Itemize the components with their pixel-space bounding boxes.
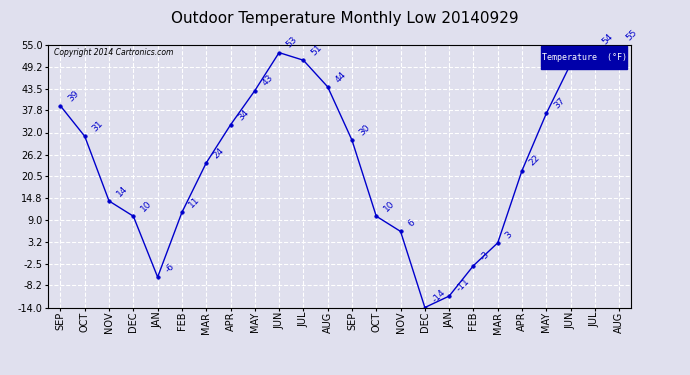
Text: 30: 30 <box>357 123 372 137</box>
Text: -6: -6 <box>163 261 176 274</box>
Text: 10: 10 <box>139 199 153 213</box>
Text: 39: 39 <box>66 88 81 103</box>
Text: 31: 31 <box>90 119 105 134</box>
Text: -14: -14 <box>431 288 447 305</box>
Text: 6: 6 <box>406 218 417 229</box>
Text: 11: 11 <box>188 195 202 210</box>
Text: 24: 24 <box>212 146 226 160</box>
Text: 3: 3 <box>503 230 514 240</box>
Text: 54: 54 <box>600 32 615 46</box>
Text: Copyright 2014 Cartronics.com: Copyright 2014 Cartronics.com <box>54 48 173 57</box>
Text: 37: 37 <box>552 96 566 111</box>
Text: 55: 55 <box>624 28 639 42</box>
Text: 34: 34 <box>236 108 250 122</box>
Text: 51: 51 <box>309 43 324 57</box>
Text: 10: 10 <box>382 199 396 213</box>
Text: 22: 22 <box>528 153 542 168</box>
Text: -3: -3 <box>479 250 492 263</box>
Text: -11: -11 <box>455 276 471 293</box>
Text: 43: 43 <box>260 74 275 88</box>
Text: 53: 53 <box>285 35 299 50</box>
Text: 14: 14 <box>115 184 129 198</box>
Text: Outdoor Temperature Monthly Low 20140929: Outdoor Temperature Monthly Low 20140929 <box>171 11 519 26</box>
Bar <box>541 46 627 69</box>
Text: Temperature  (°F): Temperature (°F) <box>542 53 627 62</box>
Text: 44: 44 <box>333 70 348 84</box>
Text: 50: 50 <box>576 47 591 61</box>
